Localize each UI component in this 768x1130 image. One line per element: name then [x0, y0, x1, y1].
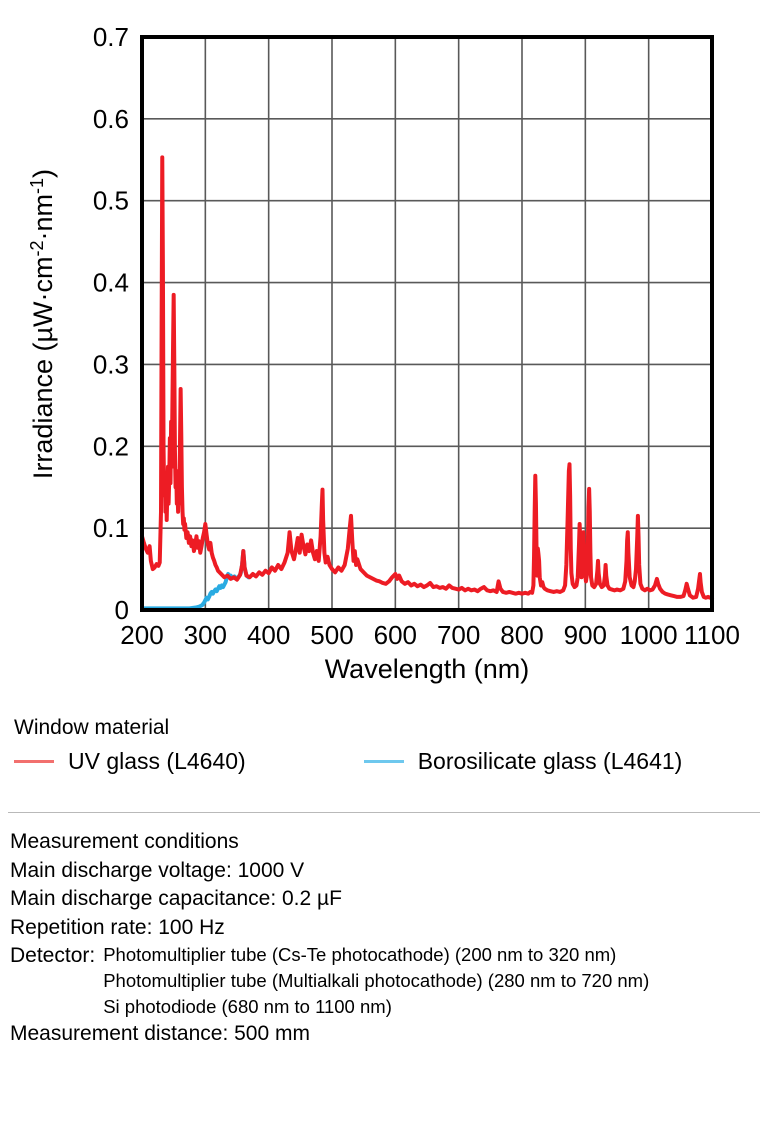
x-tick-label: 500 [310, 620, 353, 650]
y-tick-label: 0.1 [93, 513, 129, 543]
x-tick-label: 600 [374, 620, 417, 650]
y-axis-title-tail: ) [28, 169, 58, 178]
y-axis-title-mid: ·nm [28, 194, 58, 241]
legend-entry-borosilicate-glass: Borosilicate glass (L4641) [363, 746, 683, 776]
series-line-uv-glass [140, 155, 714, 601]
legend: Window material UV glass (L4640) Borosil… [14, 714, 754, 776]
plot-frame [140, 35, 714, 612]
y-axis-tick-labels: 0 0.1 0.2 0.3 0.4 0.5 0.6 0.7 [93, 22, 129, 625]
y-tick-label: 0.4 [93, 268, 129, 298]
data-series-group [140, 155, 714, 611]
condition-capacitance: Main discharge capacitance: 0.2 µF [10, 887, 342, 910]
y-tick-label: 0.5 [93, 186, 129, 216]
x-axis-tick-labels: 200 300 400 500 600 700 800 900 1000 1100 [120, 620, 740, 650]
x-tick-label: 1000 [620, 620, 678, 650]
detector-list: Photomultiplier tube (Cs-Te photocathode… [103, 942, 649, 1020]
x-tick-label: 700 [437, 620, 480, 650]
x-tick-label: 200 [120, 620, 163, 650]
y-axis-title-sup1: -2 [27, 240, 47, 256]
plot-svg: 0 0.1 0.2 0.3 0.4 0.5 0.6 0.7 200 300 400 500 600 70… [27, 22, 740, 684]
legend-label-uv-glass: UV glass (L4640) [68, 748, 246, 774]
detector-item-cs-te: Photomultiplier tube (Cs-Te photocathode… [103, 944, 617, 965]
x-tick-label: 900 [564, 620, 607, 650]
y-axis-title: Irradiance (µW·cm-2·nm-1) [27, 169, 58, 479]
y-axis-title-base: Irradiance (µW·cm [28, 256, 58, 479]
conditions-heading: Measurement conditions [10, 830, 239, 853]
legend-separator [8, 812, 760, 813]
condition-repetition-rate: Repetition rate: 100 Hz [10, 915, 225, 939]
legend-entry-uv-glass: UV glass (L4640) [14, 746, 246, 776]
legend-swatch-borosilicate-glass [363, 759, 404, 763]
condition-distance: Measurement distance: 500 mm [10, 1022, 310, 1045]
condition-voltage: Main discharge voltage: 1000 V [10, 858, 305, 882]
detector-label: Detector: [10, 944, 96, 967]
y-tick-label: 0.7 [93, 22, 129, 52]
detector-item-multialkali: Photomultiplier tube (Multialkali photoc… [103, 970, 650, 991]
legend-title: Window material [14, 716, 170, 739]
legend-entries: UV glass (L4640) Borosilicate glass (L46… [14, 746, 754, 776]
measurement-conditions: Measurement conditions Main discharge vo… [10, 828, 766, 1049]
svg-text:Irradiance (µW·cm-2·nm-1): Irradiance (µW·cm-2·nm-1) [27, 169, 58, 479]
detector-item-si-photodiode: Si photodiode (680 nm to 1100 nm) [103, 996, 392, 1017]
y-axis-title-sup2: -1 [27, 178, 47, 194]
y-tick-label: 0.3 [93, 349, 129, 379]
y-tick-label: 0.6 [93, 104, 129, 134]
legend-swatch-uv-glass [14, 759, 54, 763]
y-tick-label: 0.2 [93, 431, 129, 461]
plot-background [142, 37, 712, 610]
x-tick-label: 400 [247, 620, 290, 650]
x-tick-label: 800 [500, 620, 543, 650]
x-tick-label: 1100 [684, 620, 740, 650]
y-tick-label: 0 [115, 595, 129, 625]
x-axis-title: Wavelength (nm) [325, 654, 530, 684]
x-tick-label: 300 [184, 620, 227, 650]
grid-lines [142, 37, 712, 610]
condition-detector-row: Detector: Photomultiplier tube (Cs-Te ph… [10, 942, 766, 1020]
legend-label-borosilicate-glass: Borosilicate glass (L4641) [417, 748, 683, 774]
spectral-irradiance-chart: 0 0.1 0.2 0.3 0.4 0.5 0.6 0.7 200 300 400 500 600 70… [27, 22, 740, 684]
